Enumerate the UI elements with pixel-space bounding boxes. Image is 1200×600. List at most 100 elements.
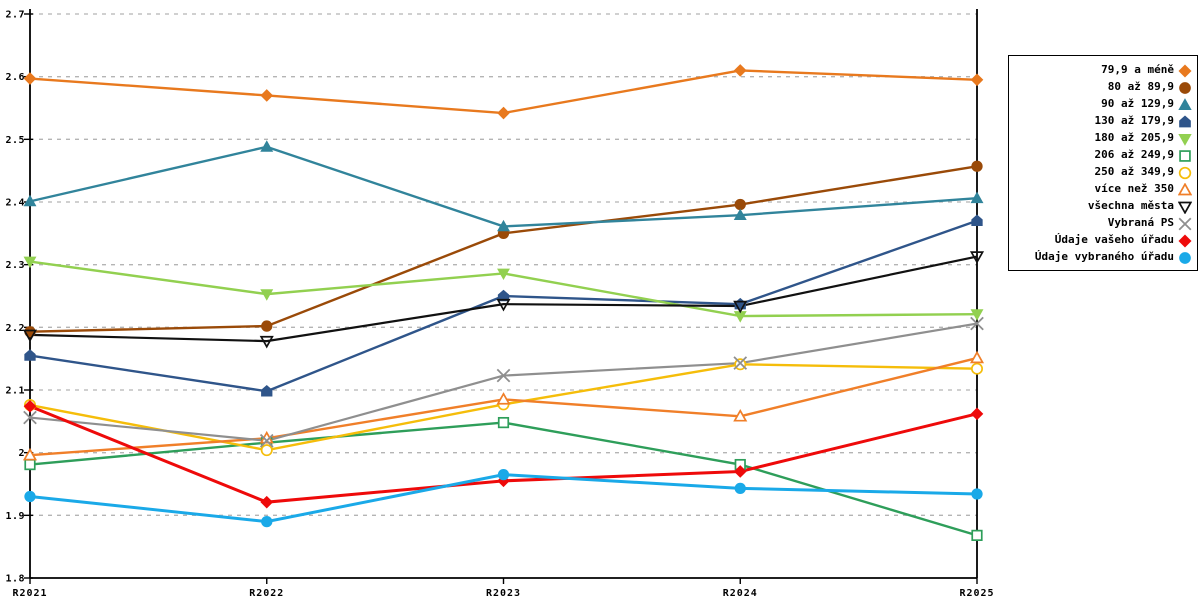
circle-icon	[1178, 166, 1192, 179]
legend-item: Údaje vašeho úřadu	[1013, 231, 1192, 248]
legend-item-label: Údaje vašeho úřadu	[1054, 233, 1174, 246]
legend-marker-icon	[1177, 181, 1193, 196]
x-axis-label: R2024	[723, 588, 758, 599]
data-point-marker	[970, 316, 984, 331]
data-point-marker	[260, 289, 274, 301]
data-point-marker	[734, 198, 746, 211]
triangle-down-icon	[1178, 133, 1192, 146]
legend-marker-icon	[1178, 63, 1192, 78]
data-point-marker	[496, 298, 511, 312]
data-point-marker	[969, 251, 985, 264]
y-axis-label: 1.8	[5, 574, 25, 585]
legend-marker-icon	[1178, 97, 1192, 111]
legend-marker-icon	[1178, 114, 1192, 128]
y-axis-label: 2.2	[5, 323, 25, 334]
data-point-marker	[733, 208, 747, 221]
legend-item-label: 80 až 89,9	[1107, 80, 1174, 93]
data-point-marker	[260, 495, 274, 509]
data-point-marker	[23, 256, 37, 269]
series-line	[29, 145, 978, 228]
x-axis-label: R2021	[12, 588, 47, 599]
data-point-marker	[733, 356, 748, 370]
legend-marker-icon	[1178, 216, 1192, 230]
legend-item-label: 180 až 205,9	[1094, 131, 1174, 144]
legend-marker-icon	[1178, 80, 1192, 94]
legend-item-label: 79,9 a méně	[1101, 63, 1174, 76]
legend-item: 180 až 205,9	[1013, 129, 1192, 146]
x-axis-label: R2022	[249, 588, 284, 599]
legend-item: všechna města	[1013, 197, 1193, 215]
data-point-marker	[261, 320, 273, 332]
data-point-marker	[259, 335, 274, 349]
data-point-marker	[970, 73, 984, 87]
data-point-marker	[260, 140, 274, 152]
data-point-marker	[971, 488, 983, 500]
data-point-marker	[22, 447, 38, 461]
data-point-marker	[497, 468, 510, 481]
triangle-up-icon	[1177, 181, 1193, 195]
line-chart-plot: 1.8 1.9 2 2.1 2.2 2.3 2.4 2.5 2.6 2.7 R2021 R2022 R2…	[5, 9, 994, 599]
legend-marker-icon	[1178, 148, 1192, 162]
data-point-marker	[260, 444, 273, 457]
data-point-marker	[259, 433, 274, 448]
data-point-marker	[733, 300, 748, 314]
y-axis-label: 2.7	[5, 10, 25, 21]
legend-marker-icon	[1177, 199, 1193, 215]
data-point-marker	[733, 465, 747, 478]
data-point-marker	[971, 160, 983, 172]
series-line	[29, 165, 978, 333]
legend-item: 250 až 349,9	[1013, 163, 1192, 180]
data-point-marker	[733, 408, 748, 422]
data-point-marker	[970, 309, 984, 321]
y-axis-label: 1.9	[5, 511, 25, 522]
y-axis-label: 2.1	[5, 386, 25, 397]
legend-marker-icon	[1178, 233, 1192, 248]
legend-item-label: Údaje vybraného úřadu	[1034, 250, 1174, 263]
data-point-marker	[24, 490, 36, 503]
diamond-icon	[1178, 233, 1192, 248]
pentagon-icon	[1179, 115, 1191, 127]
legend-item-label: 90 až 129,9	[1101, 97, 1174, 110]
legend-item: Vybraná PS	[1013, 214, 1192, 231]
y-axis-label: 2.5	[5, 135, 25, 146]
data-point-marker	[22, 329, 38, 343]
data-point-marker	[970, 362, 984, 375]
data-point-marker	[971, 529, 983, 541]
legend-item-label: Vybraná PS	[1107, 216, 1174, 229]
legend-item: 90 až 129,9	[1013, 95, 1192, 112]
data-point-marker	[260, 89, 274, 102]
data-point-marker	[497, 106, 510, 120]
legend-item: 130 až 179,9	[1013, 112, 1192, 129]
legend-item-label: všechna města	[1087, 199, 1174, 212]
y-axis-label: 2.6	[5, 72, 25, 83]
square-icon	[1179, 149, 1191, 162]
circle-icon	[1179, 81, 1191, 94]
legend-item-label: 206 až 249,9	[1094, 148, 1174, 161]
data-point-marker	[497, 416, 510, 429]
x-icon	[1178, 217, 1192, 230]
data-point-marker	[496, 368, 511, 383]
diamond-icon	[1178, 63, 1192, 78]
triangle-up-icon	[1178, 97, 1192, 110]
y-axis-label: 2.4	[5, 198, 25, 209]
data-point-marker	[497, 289, 510, 302]
legend-marker-icon	[1178, 165, 1192, 179]
data-point-marker	[23, 194, 37, 207]
x-axis-label: R2025	[959, 588, 994, 599]
data-point-marker	[23, 410, 37, 425]
legend-item: 80 až 89,9	[1013, 78, 1192, 95]
data-point-marker	[733, 64, 747, 77]
legend-box: 79,9 a méně 80 až 89,9 90 až 129,9 130 až 1…	[1008, 55, 1198, 271]
legend-item-label: více než 350	[1094, 182, 1174, 195]
data-point-marker	[496, 392, 511, 405]
data-point-marker	[970, 191, 984, 204]
triangle-down-icon	[1177, 201, 1193, 215]
y-axis-label: 2	[18, 448, 25, 459]
legend-item-label: 250 až 349,9	[1094, 165, 1174, 178]
data-point-marker	[497, 219, 510, 232]
y-axis-label: 2.3	[5, 260, 25, 271]
data-point-marker	[497, 268, 510, 281]
data-point-marker	[261, 384, 273, 397]
data-point-marker	[969, 350, 985, 364]
